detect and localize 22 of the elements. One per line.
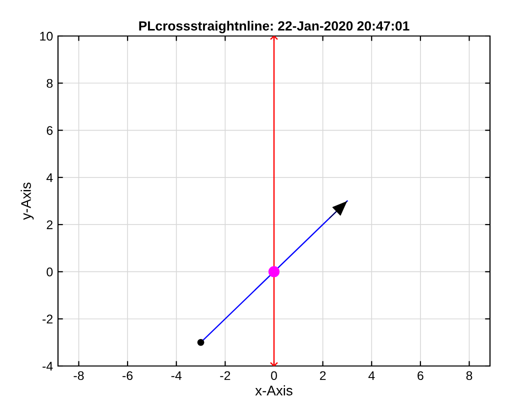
chart-title: PLcrossstraightnline: 22-Jan-2020 20:47:01 [139,20,410,34]
y-tick-label: 8 [46,78,53,88]
y-axis-title: y-Axis [20,182,34,220]
point [197,338,204,346]
y-tick-label: -4 [42,362,53,371]
y-tick-label: 6 [46,126,53,135]
x-tick-label: 0 [271,371,277,380]
x-axis-title: x-Axis [255,385,292,396]
x-tick-label: -8 [74,371,84,380]
x-tick-label: 2 [320,371,326,380]
y-tick-label: 10 [40,32,53,41]
y-tick-label: 4 [46,173,53,182]
x-tick-label: 4 [368,371,375,380]
x-tick-label: -2 [220,371,230,380]
point [268,266,280,278]
x-tick-label: -6 [122,371,133,380]
y-tick-label: 2 [46,220,53,230]
y-tick-label: -2 [42,314,53,324]
y-tick-label: 0 [46,268,53,276]
x-tick-label: -4 [171,371,182,380]
x-tick-label: 8 [466,371,472,380]
x-tick-label: 6 [418,371,424,380]
